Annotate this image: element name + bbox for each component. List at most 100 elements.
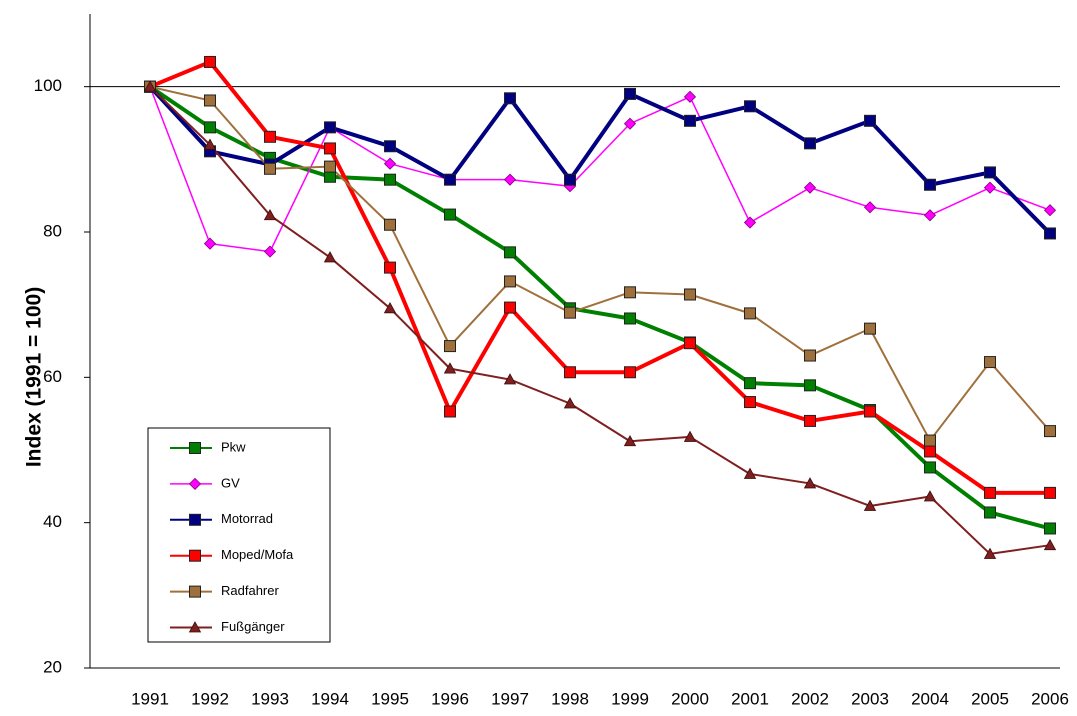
marker	[564, 366, 576, 379]
marker	[504, 275, 516, 288]
marker	[1044, 522, 1056, 535]
series-line	[148, 85, 1052, 235]
marker	[204, 94, 216, 107]
x-tick-label: 2000	[671, 689, 709, 708]
marker	[623, 117, 637, 130]
marker	[1044, 227, 1056, 240]
marker	[744, 100, 756, 113]
marker	[984, 486, 996, 499]
marker	[803, 181, 817, 194]
marker	[203, 237, 217, 250]
marker	[624, 366, 636, 379]
x-tick-label: 2003	[851, 689, 889, 708]
marker	[804, 349, 816, 362]
x-tick-label: 1995	[371, 689, 409, 708]
x-tick-label: 1999	[611, 689, 649, 708]
legend-box	[147, 427, 331, 643]
x-tick-label: 2004	[911, 689, 949, 708]
marker	[444, 173, 456, 186]
x-tick-label: 1992	[191, 689, 229, 708]
legend-label: GV	[221, 475, 240, 490]
marker	[804, 379, 816, 392]
marker	[384, 218, 396, 231]
series-line	[149, 85, 1051, 442]
marker	[624, 87, 636, 100]
legend-label: Fußgänger	[221, 619, 285, 634]
marker	[503, 373, 517, 385]
marker	[684, 337, 696, 350]
marker	[564, 306, 576, 319]
x-tick-label: 1993	[251, 689, 289, 708]
marker	[744, 377, 756, 390]
y-tick-label: 80	[43, 221, 62, 240]
marker	[1044, 425, 1056, 438]
x-tick-label: 2002	[791, 689, 829, 708]
legend-marker	[189, 442, 201, 454]
marker	[264, 130, 276, 143]
marker	[503, 173, 517, 186]
marker	[923, 490, 937, 502]
legend-label: Motorrad	[221, 511, 273, 526]
marker	[204, 55, 216, 68]
marker	[924, 445, 936, 458]
marker	[624, 286, 636, 299]
marker	[864, 322, 876, 335]
x-tick-label: 2005	[971, 689, 1009, 708]
marker	[864, 405, 876, 418]
marker	[984, 166, 996, 179]
legend-label: Pkw	[221, 439, 246, 454]
marker	[683, 430, 697, 442]
marker	[984, 506, 996, 519]
marker	[444, 405, 456, 418]
legend-marker	[189, 513, 201, 526]
marker	[1044, 486, 1056, 499]
marker	[263, 245, 277, 258]
marker	[384, 140, 396, 153]
marker	[444, 340, 456, 353]
series-line	[149, 59, 1050, 495]
x-tick-label: 2001	[731, 689, 769, 708]
x-tick-label: 2006	[1031, 689, 1069, 708]
marker	[624, 312, 636, 325]
marker	[983, 547, 997, 559]
marker	[1043, 538, 1057, 551]
legend-marker	[188, 477, 202, 490]
marker	[383, 301, 397, 314]
y-tick-label: 40	[43, 512, 62, 531]
marker	[864, 114, 876, 127]
marker	[983, 181, 997, 194]
y-tick-label: 60	[43, 367, 62, 386]
marker	[924, 178, 936, 191]
marker	[204, 121, 216, 134]
marker	[803, 477, 817, 489]
marker	[743, 467, 757, 479]
marker	[143, 80, 157, 92]
legend-label: Moped/Mofa	[221, 547, 294, 562]
marker	[743, 216, 757, 229]
legend-marker	[189, 549, 201, 562]
marker	[444, 208, 456, 221]
marker	[324, 160, 336, 173]
x-tick-label: 1991	[131, 689, 169, 708]
x-tick-label: 1994	[311, 689, 349, 708]
marker	[564, 173, 576, 186]
marker	[863, 201, 877, 214]
marker	[684, 288, 696, 301]
marker	[804, 414, 816, 427]
marker	[324, 142, 336, 155]
marker	[563, 397, 577, 409]
marker	[264, 162, 276, 175]
x-tick-label: 1998	[551, 689, 589, 708]
marker	[383, 157, 397, 170]
marker	[804, 137, 816, 150]
x-tick-label: 1997	[491, 689, 529, 708]
x-tick-label: 1996	[431, 689, 469, 708]
legend: Pkw GV Motorrad Moped/Mofa Radfahrer Fußgänge…	[147, 427, 331, 643]
marker	[744, 396, 756, 409]
marker	[203, 138, 217, 150]
y-tick-label: 20	[43, 657, 62, 676]
marker	[323, 251, 337, 263]
marker	[504, 246, 516, 259]
